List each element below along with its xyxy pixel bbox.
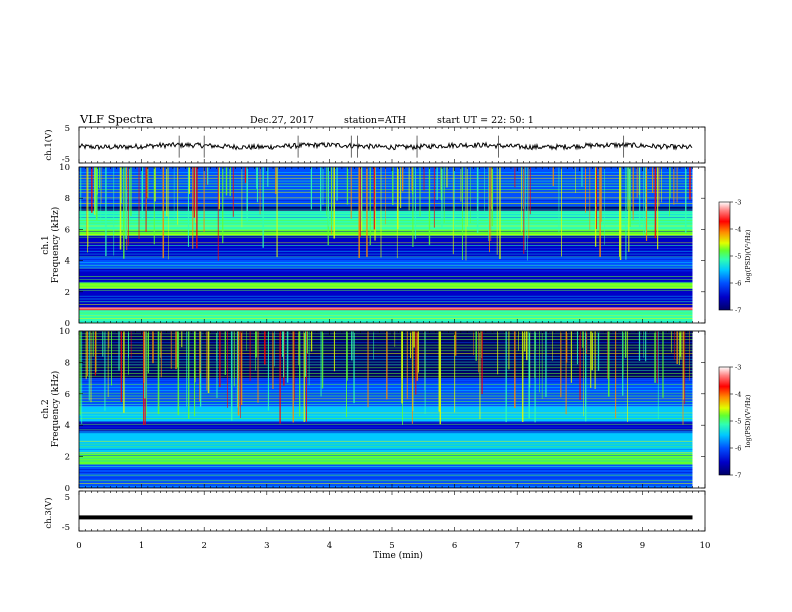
ch1-ytick-top: 5 xyxy=(65,124,70,134)
spectrogram-band xyxy=(79,431,693,454)
ch3-waveform-ticks xyxy=(78,490,706,532)
y-tick-label: 2 xyxy=(65,288,70,298)
ch1-spectrogram-image xyxy=(79,166,693,323)
y-tick-label: 6 xyxy=(65,390,70,400)
spectrogram-band xyxy=(79,268,693,283)
ch1-waveform-spikes xyxy=(178,135,625,158)
ch3-ytick-top: 5 xyxy=(65,493,70,503)
spectrogram-band xyxy=(79,257,693,269)
x-tick-label: 2 xyxy=(201,541,206,551)
ch1-ylabel-channel: ch.1 xyxy=(41,235,51,254)
y-tick-label: 8 xyxy=(65,358,70,368)
y-tick-label: 4 xyxy=(65,421,70,431)
y-tick-label: 0 xyxy=(65,484,70,494)
spectrogram-band xyxy=(79,453,693,465)
x-tick-label: 7 xyxy=(514,541,519,551)
spectrogram-band xyxy=(79,378,693,407)
spectrogram-band xyxy=(79,235,693,258)
ch2-ylabel-channel: ch.2 xyxy=(41,399,51,418)
x-tick-label: 0 xyxy=(76,541,81,551)
x-tick-label: 6 xyxy=(452,541,457,551)
x-tick-label: 5 xyxy=(389,541,394,551)
ch2-colorbar: -3 -4 -5 -6 -7 log(PSD)(V²/Hz) xyxy=(718,364,752,480)
ch2-spectrogram-image xyxy=(79,330,693,488)
x-tick-label: 8 xyxy=(577,541,582,551)
spectrogram-band xyxy=(79,464,693,488)
ch1-ytick-bottom: -5 xyxy=(62,155,70,165)
colorbar-tick-label: -6 xyxy=(735,280,741,288)
ch1-waveform-ticks xyxy=(78,126,706,164)
ch1-colorbar-label: log(PSD)(V²/Hz) xyxy=(744,229,752,282)
y-tick-label: 8 xyxy=(65,194,70,204)
header-station: station=ATH xyxy=(344,115,406,126)
ch1-spectrogram-panel: 0 2 4 6 8 10 ch.1 Frequency (kHz) xyxy=(41,163,706,329)
colorbar-tick-label: -5 xyxy=(735,418,741,426)
ch1-ylabel-frequency: Frequency (kHz) xyxy=(50,207,61,284)
y-tick-label: 10 xyxy=(59,163,70,173)
ch1-colorbar-ticks: -3 -4 -5 -6 -7 xyxy=(730,199,741,315)
ch1-waveform-ylabel: ch.1(V) xyxy=(43,129,54,160)
ch2-colorbar-ticks: -3 -4 -5 -6 -7 xyxy=(730,364,741,480)
spectrogram-band xyxy=(79,310,693,323)
colorbar-tick-label: -4 xyxy=(735,226,741,234)
ch2-colorbar-label: log(PSD)(V²/Hz) xyxy=(744,394,752,447)
ch1-waveform-trace xyxy=(78,141,693,151)
ch1-waveform-panel: 5 -5 ch.1(V) xyxy=(43,124,706,165)
colorbar-tick-label: -7 xyxy=(735,472,741,480)
ch2-spectrogram-ticks: 0 2 4 6 8 10 xyxy=(59,327,706,494)
ch2-spectrogram-panel: 0 2 4 6 8 10 ch.2 Frequency (kHz) xyxy=(41,327,706,494)
colorbar-tick-label: -4 xyxy=(735,391,741,399)
spectrogram-band xyxy=(79,406,693,423)
ch1-colorbar-gradient xyxy=(718,201,731,311)
y-tick-label: 6 xyxy=(65,225,70,235)
ch2-ylabel-frequency: Frequency (kHz) xyxy=(50,371,61,448)
colorbar-tick-label: -6 xyxy=(735,445,741,453)
y-tick-label: 0 xyxy=(65,319,70,329)
colorbar-tick-label: -3 xyxy=(735,364,741,372)
ch3-waveform-frame xyxy=(78,490,706,532)
y-tick-label: 4 xyxy=(65,257,70,267)
colorbar-tick-label: -5 xyxy=(735,253,741,261)
ch3-waveform-trace xyxy=(79,515,693,520)
x-tick-label: 1 xyxy=(139,541,144,551)
x-tick-label: 9 xyxy=(640,541,645,551)
x-tick-label: 4 xyxy=(327,541,332,551)
ch1-colorbar: -3 -4 -5 -6 -7 log(PSD)(V²/Hz) xyxy=(718,199,752,315)
ch1-waveform-frame xyxy=(78,126,706,164)
x-axis-tick-labels: 0 1 2 3 4 5 6 7 8 9 10 xyxy=(76,541,710,551)
spectrogram-band xyxy=(79,307,693,310)
y-tick-label: 10 xyxy=(59,327,70,337)
y-tick-label: 2 xyxy=(65,453,70,463)
x-axis-label: Time (min) xyxy=(373,550,423,561)
ch1-spectrogram-ticks: 0 2 4 6 8 10 xyxy=(59,163,706,329)
ch3-waveform-panel: 5 -5 ch.3(V) xyxy=(43,490,706,533)
spectrogram-band xyxy=(79,229,693,236)
ch3-waveform-ylabel: ch.3(V) xyxy=(43,497,54,528)
header-date: Dec.27, 2017 xyxy=(250,115,314,126)
ch2-colorbar-gradient xyxy=(718,366,731,476)
colorbar-tick-label: -3 xyxy=(735,199,741,207)
header-start-time: start UT = 22: 50: 1 xyxy=(437,115,534,126)
chart-title: VLF Spectra xyxy=(79,112,153,126)
ch3-ytick-bottom: -5 xyxy=(62,523,70,533)
x-tick-label: 10 xyxy=(700,541,711,551)
x-tick-label: 3 xyxy=(264,541,269,551)
colorbar-tick-label: -7 xyxy=(735,307,741,315)
spectrogram-band xyxy=(79,282,693,289)
